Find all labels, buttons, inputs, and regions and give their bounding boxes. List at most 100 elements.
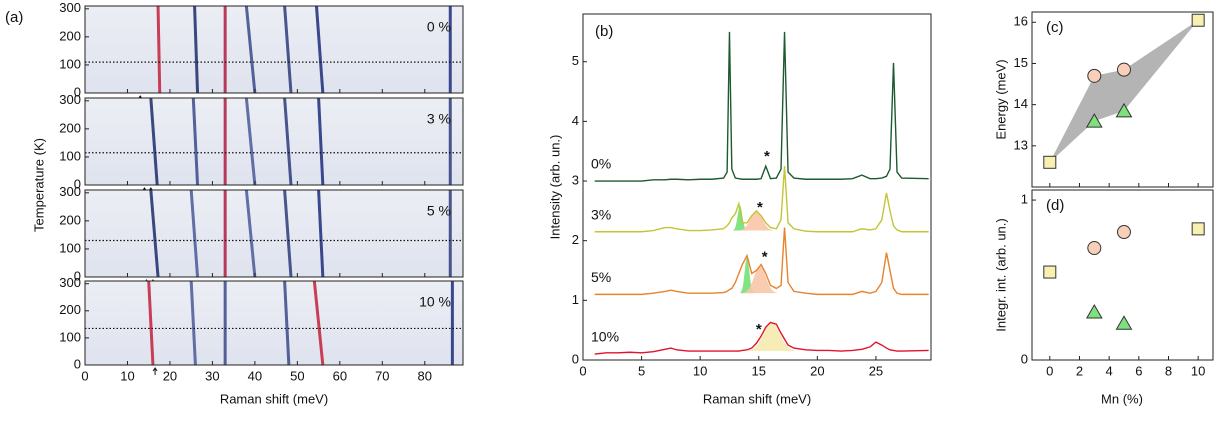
- panel-doping-label: 3 %: [427, 111, 451, 127]
- y-tick-label: 0: [74, 268, 81, 283]
- panel-doping-label: 0 %: [427, 19, 451, 35]
- plot-frame: [84, 5, 464, 94]
- mode-streak: [189, 189, 200, 278]
- spectrum-line: [594, 31, 929, 182]
- y-tick-label: 2: [572, 232, 579, 247]
- plot-frame: [1031, 189, 1214, 361]
- mode-streak: [314, 5, 325, 94]
- spectrum-line: [594, 166, 929, 233]
- x-tick-label: 50: [290, 368, 304, 383]
- panel-doping-label: 10 %: [419, 294, 451, 310]
- mode-streak: [317, 97, 325, 186]
- y-tick-label: 100: [59, 148, 81, 163]
- mode-streak: [283, 280, 291, 366]
- panel-label: (d): [1046, 197, 1064, 214]
- fitted-peak: [732, 205, 748, 231]
- mode-streak: [283, 5, 293, 94]
- plot-frame: [1031, 11, 1214, 188]
- y-axis-label: Intensity (arb. un.): [547, 135, 562, 240]
- y-tick-label: 0: [74, 356, 81, 371]
- y-tick-label: 200: [59, 120, 81, 135]
- mode-streak: [191, 97, 200, 186]
- y-axis-label: Integr. int. (arb. un.): [993, 218, 1008, 331]
- x-tick-label: 5: [638, 363, 645, 378]
- series-label: 5%: [591, 269, 611, 285]
- x-tick-label: 0: [579, 363, 586, 378]
- y-tick-label: 200: [59, 212, 81, 227]
- panel-label: (a): [5, 9, 23, 26]
- mode-streak: [317, 189, 325, 278]
- y-tick-label: 16: [1014, 14, 1028, 29]
- y-tick-label: 13: [1014, 137, 1028, 152]
- annotation: *: [756, 321, 762, 338]
- x-tick-label: 15: [752, 363, 766, 378]
- x-tick-label: 2: [1076, 363, 1083, 378]
- plot-frame: [84, 280, 464, 366]
- square-marker: [1191, 13, 1205, 27]
- fitted-peak: [738, 210, 774, 231]
- mode-streak: [283, 189, 293, 278]
- x-tick-label: 8: [1165, 363, 1172, 378]
- x-tick-label: 4: [1106, 363, 1113, 378]
- mode-streak: [156, 5, 162, 94]
- mode-streak: [244, 5, 257, 94]
- heatmap-background: [85, 6, 463, 93]
- annotation: *: [764, 148, 770, 165]
- heatmap-background: [85, 190, 463, 277]
- mode-streak: [147, 280, 155, 366]
- x-tick-label: 70: [375, 368, 389, 383]
- plot-frame: [84, 97, 464, 186]
- y-tick-label: 200: [59, 302, 81, 317]
- mode-streak: [244, 189, 257, 278]
- fitted-peak: [742, 266, 778, 294]
- x-tick-label: 10: [693, 363, 707, 378]
- y-tick-label: 4: [572, 113, 579, 128]
- mode-streak: [149, 97, 159, 186]
- y-tick-label: 100: [59, 56, 81, 71]
- y-tick-label: 5: [572, 53, 579, 68]
- circle-marker: [1116, 62, 1131, 77]
- range-band: [1049, 20, 1199, 163]
- y-tick-label: 300: [59, 275, 81, 290]
- panel-doping-label: 5 %: [427, 203, 451, 219]
- x-tick-label: 6: [1135, 363, 1142, 378]
- annotation: *: [757, 199, 763, 216]
- x-tick-label: 10: [1191, 363, 1205, 378]
- mode-arrow: [152, 367, 158, 375]
- y-axis-label: Energy (meV): [993, 59, 1008, 139]
- x-tick-label: 25: [869, 363, 883, 378]
- heatmap-background: [85, 98, 463, 185]
- y-tick-label: 1: [572, 292, 579, 307]
- triangle-marker: [1115, 102, 1133, 118]
- series-label: 0%: [591, 156, 611, 172]
- y-tick-label: 0: [74, 176, 81, 191]
- x-axis-label: Mn (%): [1101, 391, 1143, 406]
- x-tick-label: 40: [248, 368, 262, 383]
- annotation: *: [762, 248, 768, 265]
- circle-marker: [1087, 68, 1102, 83]
- x-tick-label: 60: [333, 368, 347, 383]
- plot-frame: [582, 13, 932, 361]
- x-tick-label: 20: [810, 363, 824, 378]
- series-label: 10%: [591, 329, 619, 345]
- y-tick-label: 1: [1021, 192, 1028, 207]
- x-tick-label: 20: [163, 368, 177, 383]
- spectrum-line: [594, 321, 929, 355]
- square-marker: [1043, 155, 1057, 169]
- x-tick-label: 10: [120, 368, 134, 383]
- x-axis-label: Raman shift (meV): [703, 391, 811, 406]
- y-tick-label: 3: [572, 172, 579, 187]
- y-axis-label: Temperature (K): [31, 138, 46, 232]
- circle-marker: [1087, 241, 1102, 256]
- plot-frame: [84, 189, 464, 278]
- x-tick-label: 30: [205, 368, 219, 383]
- x-axis-label: Raman shift (meV): [220, 391, 328, 406]
- triangle-marker: [1115, 315, 1133, 330]
- square-marker: [1191, 222, 1205, 236]
- x-tick-label: 0: [81, 368, 88, 383]
- circle-marker: [1116, 225, 1131, 240]
- y-tick-label: 100: [59, 329, 81, 344]
- triangle-marker: [1085, 304, 1103, 319]
- spectrum-line: [594, 227, 929, 296]
